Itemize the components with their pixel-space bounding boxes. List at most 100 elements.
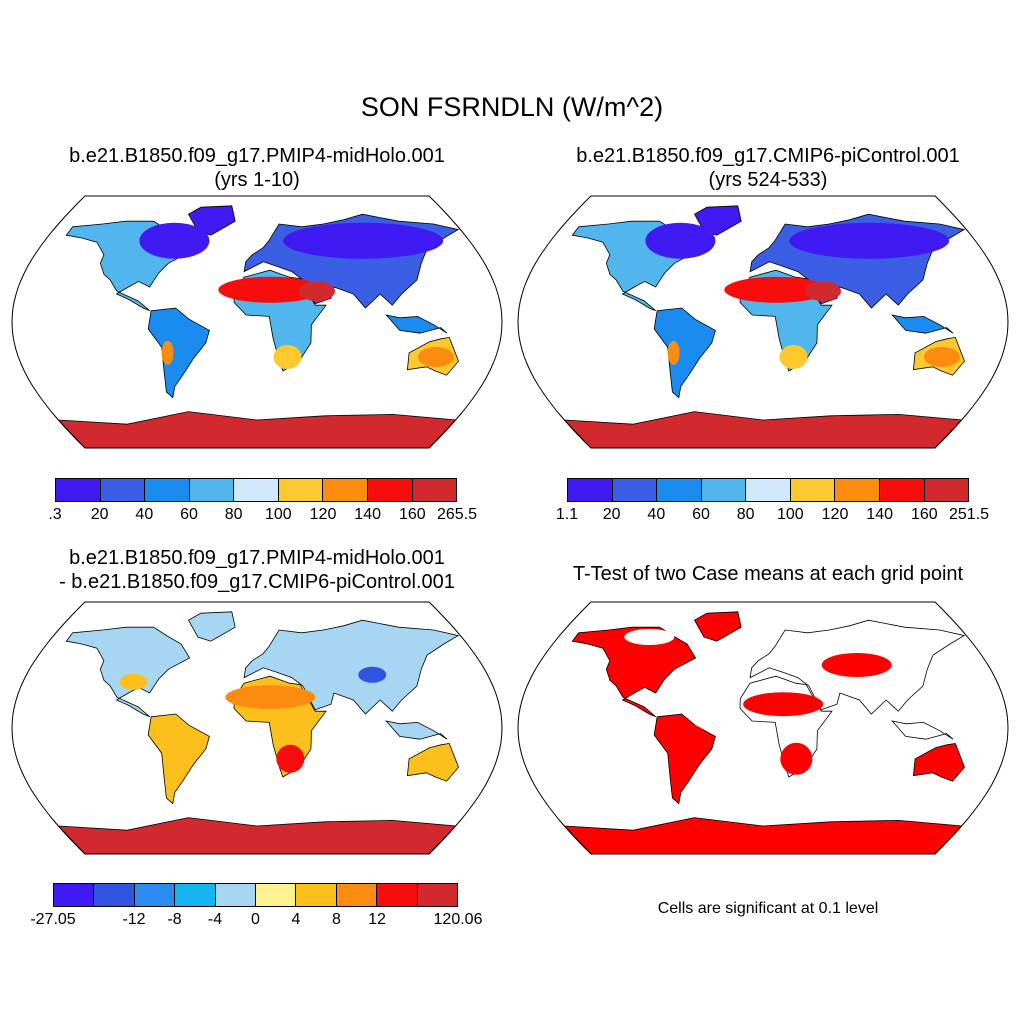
colorbar-swatch <box>417 884 458 906</box>
andes-high-region <box>667 340 680 365</box>
map-border <box>517 195 1009 449</box>
colorbar-swatch <box>412 479 457 501</box>
colorbar-label: 160 <box>910 506 938 523</box>
colorbar-panel1 <box>55 478 457 502</box>
map-border <box>11 195 503 449</box>
colorbar-panel3-labels: -27.05 -12 -8 -4 0 4 8 12 120.06 <box>30 911 482 931</box>
land-layer <box>57 611 460 854</box>
colorbar-swatch <box>54 884 95 906</box>
us-south-diff-region <box>119 673 148 690</box>
colorbar-swatch <box>256 884 297 906</box>
colorbar-label: 265.5 <box>436 506 478 523</box>
continent-indonesia <box>385 720 448 740</box>
colorbar-swatch <box>612 479 658 501</box>
colorbar-label: 20 <box>90 506 109 523</box>
colorbar-swatch <box>568 479 613 501</box>
kalahari-region <box>779 345 808 369</box>
continent-namerica <box>571 626 697 718</box>
arabia-high-region <box>805 281 842 302</box>
siberia-low-region <box>789 222 950 259</box>
significance-note: Cells are significant at 0.1 level <box>657 900 879 917</box>
continent-indonesia <box>891 720 954 740</box>
colorbar-swatch <box>879 479 925 501</box>
panel2-title-line1: b.e21.B1850.f09_g17.CMIP6-piControl.001 <box>576 145 960 167</box>
colorbar-label: 80 <box>736 506 755 523</box>
colorbar-label: -12 <box>122 911 146 928</box>
canada-low-region <box>645 222 716 259</box>
colorbar-swatch <box>278 479 324 501</box>
colorbar-label: 12 <box>368 911 386 928</box>
colorbar-label: 1.1 <box>555 506 579 523</box>
colorbar-label: -8 <box>167 911 182 928</box>
colorbar-label: -27.05 <box>30 911 76 928</box>
colorbar-swatch <box>234 479 279 501</box>
colorbar-label: 120 <box>309 506 337 523</box>
colorbar-swatch <box>790 479 836 501</box>
colorbar-label: 40 <box>135 506 154 523</box>
southern-africa-sig-region <box>780 742 813 775</box>
sahara-high-region <box>724 276 829 303</box>
australia-high-region <box>924 347 961 367</box>
map-panel3 <box>11 601 503 855</box>
panel1-title-line1: b.e21.B1850.f09_g17.PMIP4-midHolo.001 <box>69 145 445 167</box>
continent-eurasia <box>243 619 460 715</box>
colorbar-label: 120.06 <box>433 911 483 928</box>
tibet-diff-region <box>358 666 387 683</box>
colorbar-label: 251.5 <box>948 506 990 523</box>
continent-greenland <box>693 611 742 642</box>
continent-antarctica <box>57 411 457 448</box>
panel1-title-line2: (yrs 1-10) <box>214 169 300 191</box>
main-title: SON FSRNDLN (W/m^2) <box>360 92 664 122</box>
siberia-low-region <box>283 222 444 259</box>
arabia-high-region <box>299 281 336 302</box>
colorbar-label: 140 <box>866 506 894 523</box>
colorbar-swatch <box>336 884 378 906</box>
colorbar-swatch <box>657 479 702 501</box>
colorbar-swatch <box>189 479 235 501</box>
kalahari-region <box>273 345 302 369</box>
panel3-title: b.e21.B1850.f09_g17.PMIP4-midHolo.001 - … <box>12 546 502 594</box>
colorbar-label: 140 <box>354 506 382 523</box>
amazon-diff-region <box>164 726 201 758</box>
colorbar-swatch <box>296 884 337 906</box>
continent-samerica <box>653 307 716 399</box>
continent-greenland <box>187 611 236 642</box>
colorbar-label: 100 <box>264 506 292 523</box>
australia-diff-region <box>420 753 453 773</box>
map-panel2 <box>517 195 1009 449</box>
panel2-title-line2: (yrs 524-533) <box>708 169 828 191</box>
colorbar-label: .3 <box>48 506 62 523</box>
colorbar-label: 20 <box>602 506 621 523</box>
colorbar-panel3 <box>53 883 458 907</box>
canada-nonsig-region <box>624 629 675 645</box>
colorbar-swatch <box>100 479 146 501</box>
colorbar-swatch <box>746 479 791 501</box>
colorbar-swatch <box>367 479 413 501</box>
colorbar-label: 40 <box>647 506 666 523</box>
continent-indonesia <box>385 314 448 334</box>
colorbar-swatch <box>94 884 135 906</box>
map-panel4 <box>517 601 1009 855</box>
land-layer <box>563 205 966 448</box>
andes-high-region <box>161 340 174 365</box>
sahara-high-region <box>218 276 323 303</box>
continent-australia <box>912 742 965 782</box>
continent-antarctica <box>563 817 963 854</box>
land-layer <box>57 205 460 448</box>
colorbar-swatch <box>175 884 216 906</box>
colorbar-swatch <box>215 884 257 906</box>
map-panel1 <box>11 195 503 449</box>
continent-samerica <box>147 307 210 399</box>
continent-greenland <box>187 205 236 236</box>
colorbar-label: 80 <box>224 506 243 523</box>
continent-antarctica <box>57 817 457 854</box>
colorbar-label: -4 <box>207 911 223 928</box>
colorbar-panel2-labels: 1.1 20 40 60 80 100 120 140 160 251.5 <box>556 506 989 526</box>
colorbar-label: 120 <box>821 506 849 523</box>
colorbar-swatch <box>835 479 880 501</box>
panel4-title: T-Test of two Case means at each grid po… <box>572 563 964 585</box>
asia-sig-region <box>821 653 892 677</box>
map-border <box>11 601 503 855</box>
panel2-title: b.e21.B1850.f09_g17.CMIP6-piControl.001 … <box>518 144 1018 192</box>
colorbar-panel1-labels: .3 20 40 60 80 100 120 140 160 265.5 <box>48 506 477 526</box>
